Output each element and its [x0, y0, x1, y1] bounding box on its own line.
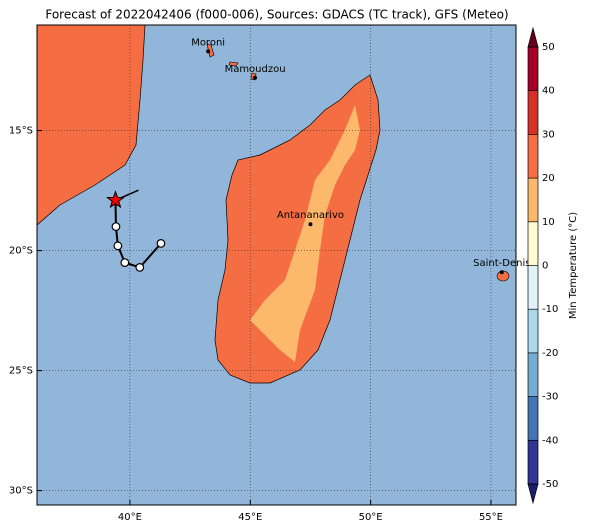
colorbar-band [528, 440, 538, 484]
y-tick-label: 25°S [9, 366, 33, 377]
colorbar-tick-label: -40 [542, 435, 558, 446]
x-tick-label: 55°E [479, 512, 503, 523]
colorbar-tick-label: -50 [542, 479, 558, 490]
place-dot [499, 270, 504, 275]
place-label: Antananarivo [277, 210, 344, 221]
colorbar-extend-low [527, 483, 539, 505]
colorbar-band [528, 178, 538, 222]
colorbar-band [528, 396, 538, 441]
track-line [114, 200, 162, 269]
land [37, 25, 510, 384]
place-dot [308, 222, 313, 227]
moheli [228, 61, 239, 67]
colorbar-tick-label: 20 [542, 173, 555, 184]
track-point [120, 258, 130, 268]
track-point [135, 263, 145, 272]
track-point [111, 222, 121, 232]
y-tick-label: 30°S [9, 486, 33, 497]
highlands [250, 105, 360, 362]
colorbar-label: Min Temperature (°C) [568, 212, 579, 319]
colorbar-tick-label: 30 [542, 129, 555, 140]
x-tick-label: 45°E [238, 512, 262, 523]
storm-position [105, 190, 125, 209]
colorbar-tick-label: 40 [542, 86, 555, 97]
x-tick-label: 40°E [118, 512, 142, 523]
x-tick-label: 50°E [359, 512, 383, 523]
colorbar-tick-label: -30 [542, 392, 558, 403]
colorbar-band [528, 309, 538, 353]
colorbar-tick-label: -10 [542, 304, 558, 315]
colorbar-tick-label: 0 [542, 261, 548, 272]
track-point [156, 238, 166, 248]
place-dot [253, 75, 258, 80]
place-label: Mamoudzou [225, 64, 286, 75]
place-dot [206, 49, 211, 54]
colorbar-band [528, 221, 538, 266]
frame [36, 24, 517, 506]
colorbar-tick-label: 10 [542, 217, 555, 228]
colorbar-band [528, 352, 538, 397]
place-label: Moroni [191, 37, 225, 48]
y-tick-label: 15°S [9, 126, 33, 137]
colorbar-tick-label: -20 [542, 348, 558, 359]
track-point [113, 241, 123, 251]
colorbar-band [528, 134, 538, 179]
colorbar-tick-label: 50 [542, 42, 555, 53]
title: Forecast of 2022042406 (f000-006), Sourc… [45, 8, 508, 22]
colorbar-extend-high [527, 26, 539, 48]
colorbar-band [528, 90, 538, 135]
y-tick-label: 20°S [9, 246, 33, 257]
place-label: Saint-Denis [473, 258, 530, 269]
colorbar-band [528, 47, 538, 91]
colorbar-band [528, 265, 538, 310]
africa [37, 25, 146, 226]
